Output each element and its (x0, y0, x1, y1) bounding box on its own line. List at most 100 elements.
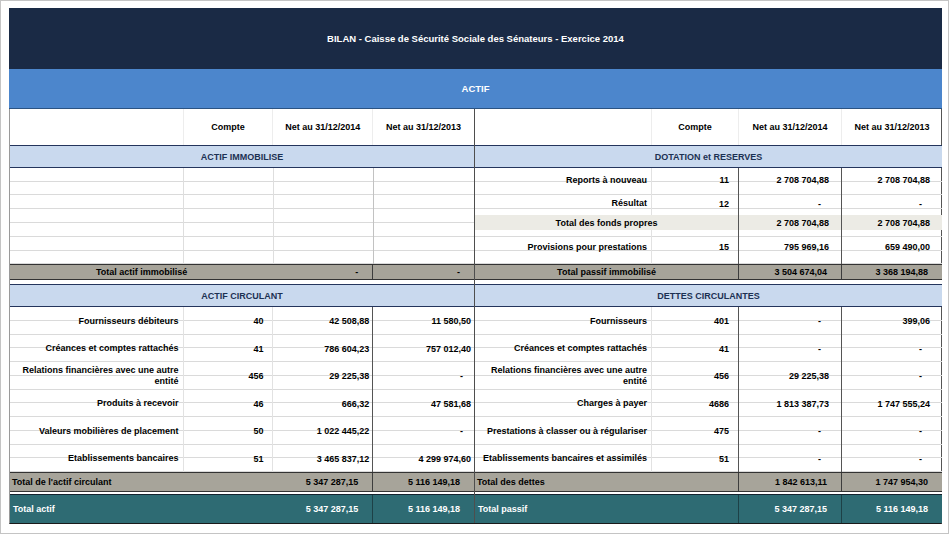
sheet-body: BILAN - Caisse de Sécurité Sociale des S… (9, 8, 942, 524)
row-label: Résultat (475, 192, 652, 215)
row-value-v2014: 2 708 704,88 (739, 215, 842, 230)
row-value-v2014: 1 813 387,73 (739, 390, 842, 417)
total-immobilise-row: Total passif immobilisé3 504 674,043 368… (475, 264, 942, 280)
row-label: Fournisseurs (475, 307, 652, 335)
column-header-row: CompteNet au 31/12/2014Net au 31/12/2013 (475, 109, 942, 145)
total-value-2013: 3 368 194,88 (842, 265, 942, 279)
row-value-v2014: - (739, 192, 842, 215)
row-compte: 401 (652, 307, 739, 335)
row-label: Créances et comptes rattachés (475, 335, 652, 362)
row-compte: 12 (652, 192, 739, 215)
row-compte: 4686 (652, 390, 739, 417)
row-compte: 41 (184, 335, 274, 362)
table-row: Provisions pour prestations15795 969,166… (475, 230, 942, 264)
row-compte: 475 (652, 417, 739, 445)
row-compte: 11 (652, 168, 739, 192)
table-row: Fournisseurs401-399,06 (475, 307, 942, 335)
total-value-2014: 5 347 287,15 (273, 473, 373, 491)
column-header-v14: Net au 31/12/2014 (739, 109, 842, 145)
row-value-v2013: - (842, 445, 942, 472)
passif-column: CompteNet au 31/12/2014Net au 31/12/2013… (475, 109, 942, 523)
row-value-v2013: - (373, 417, 474, 445)
row-label: Produits à recevoir (10, 390, 184, 417)
row-value-v2013: 2 708 704,88 (842, 168, 942, 192)
row-compte: 51 (652, 445, 739, 472)
actif-column: CompteNet au 31/12/2014Net au 31/12/2013… (10, 109, 475, 523)
title-bar: BILAN - Caisse de Sécurité Sociale des S… (9, 8, 942, 69)
row-compte: 456 (184, 362, 274, 390)
bilan-sheet: BILAN - Caisse de Sécurité Sociale des S… (0, 0, 949, 534)
row-value-v2014: - (739, 445, 842, 472)
row-value-v2014: - (739, 417, 842, 445)
row-value-v2013: 2 708 704,88 (842, 215, 942, 230)
row-label: Charges à payer (475, 390, 652, 417)
table-row: Relations financières avec une autre ent… (475, 362, 942, 390)
row-value-v2013: - (842, 417, 942, 445)
row-value-v2014: 786 604,23 (273, 335, 373, 362)
table-row: Reports à nouveau112 708 704,882 708 704… (475, 168, 942, 192)
grand-total-label: Total passif (475, 495, 739, 523)
section-header: DOTATION et RESERVES (475, 145, 942, 168)
row-value-v2013: - (842, 192, 942, 215)
actif-banner: ACTIF (9, 69, 942, 109)
row-label: Etablissements bancaires et assimilés (475, 445, 652, 472)
grand-total-value-2014: 5 347 287,15 (739, 495, 842, 523)
row-value-v2013: - (842, 362, 942, 390)
column-header-compte: Compte (652, 109, 739, 145)
row-value-v2014: 666,32 (273, 390, 373, 417)
row-value-v2014: 3 465 837,12 (273, 445, 373, 472)
total-label: Total des dettes (475, 473, 739, 491)
table-row: Prestations à classer ou à régulariser47… (475, 417, 942, 445)
row-value-v2014: 2 708 704,88 (739, 168, 842, 192)
column-header-v13: Net au 31/12/2013 (842, 109, 942, 145)
subtotal-label: Total des fonds propres (475, 215, 739, 230)
row-value-v2014: - (739, 307, 842, 335)
grand-total-value-2014: 5 347 287,15 (273, 495, 373, 523)
row-compte: 46 (184, 390, 274, 417)
row-value-v2013: 659 490,00 (842, 230, 942, 264)
total-value-2013: 5 116 149,18 (373, 473, 474, 491)
section-header: DETTES CIRCULANTES (475, 284, 942, 307)
table-row: Valeurs mobilières de placement501 022 4… (10, 417, 474, 445)
row-label: Créances et comptes rattachés (10, 335, 184, 362)
row-label: Reports à nouveau (475, 168, 652, 192)
total-label: Total passif immobilisé (475, 265, 739, 279)
column-header-compte: Compte (184, 109, 274, 145)
total-value-2014: 1 842 613,11 (739, 473, 842, 491)
row-label: Relations financières avec une autre ent… (475, 362, 652, 390)
subtotal-row: Total des fonds propres2 708 704,882 708… (475, 215, 942, 230)
section2-rows: Fournisseurs débiteurs4042 508,8811 580,… (10, 307, 474, 472)
row-value-v2013: - (373, 362, 474, 390)
total-label: Total de l'actif circulant (10, 473, 273, 491)
grand-total-value-2013: 5 116 149,18 (842, 495, 942, 523)
row-compte: 40 (184, 307, 274, 335)
total-value-2013: - (373, 265, 474, 279)
row-value-v2013: - (842, 335, 942, 362)
empty-grid-area (10, 168, 474, 264)
grand-total-value-2013: 5 116 149,18 (373, 495, 474, 523)
row-compte: 51 (184, 445, 274, 472)
row-value-v2014: 42 508,88 (273, 307, 373, 335)
row-compte: 456 (652, 362, 739, 390)
grand-total-label: Total actif (10, 495, 273, 523)
row-compte: 15 (652, 230, 739, 264)
row-label: Relations financières avec une autre ent… (10, 362, 184, 390)
row-value-v2014: - (739, 335, 842, 362)
row-label: Provisions pour prestations (475, 230, 652, 264)
table-row: Créances et comptes rattachés41-- (475, 335, 942, 362)
column-header-v14: Net au 31/12/2014 (273, 109, 373, 145)
table-row: Résultat12-- (475, 192, 942, 215)
total-value-2013: 1 747 954,30 (842, 473, 942, 491)
column-header-empty (10, 109, 184, 145)
table-row: Charges à payer46861 813 387,731 747 555… (475, 390, 942, 417)
grand-total-row: Total actif5 347 287,155 116 149,18 (10, 494, 474, 523)
column-header-v13: Net au 31/12/2013 (373, 109, 474, 145)
column-header-row: CompteNet au 31/12/2014Net au 31/12/2013 (10, 109, 474, 145)
row-value-v2014: 29 225,38 (739, 362, 842, 390)
column-header-empty (475, 109, 652, 145)
grid-vline (273, 168, 274, 264)
table-row: Relations financières avec une autre ent… (10, 362, 474, 390)
row-value-v2013: 757 012,40 (373, 335, 474, 362)
row-value-v2014: 1 022 445,22 (273, 417, 373, 445)
section2-rows: Fournisseurs401-399,06Créances et compte… (475, 307, 942, 472)
